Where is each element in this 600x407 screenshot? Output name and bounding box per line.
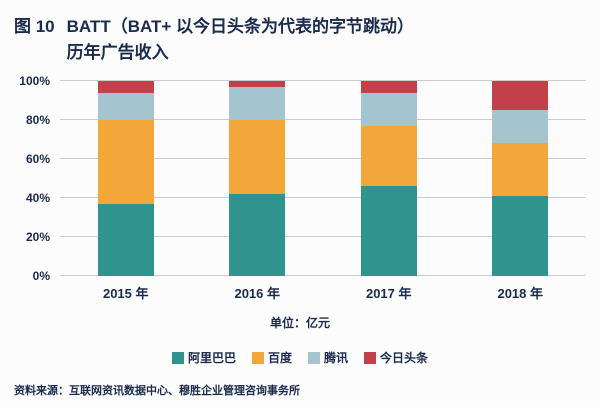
x-tick-label: 2015 年 <box>102 286 149 301</box>
x-axis: 2015 年 2016 年 2017 年 2018 年 <box>60 283 586 302</box>
bar-segment-今日头条 <box>229 81 286 87</box>
unit-label: 单位：亿元 <box>269 316 330 330</box>
bar-segment-百度 <box>229 120 286 195</box>
bar-slot <box>192 81 324 276</box>
bar-segment-今日头条 <box>97 81 154 93</box>
gridline <box>60 197 586 198</box>
legend-item: 今日头条 <box>364 349 428 366</box>
gridline <box>60 236 586 237</box>
x-tick-label: 2018 年 <box>497 286 544 301</box>
chart-area: 0% 20% 40% 60% 80% 100% <box>14 74 586 283</box>
y-tick-label: 20% <box>25 230 50 244</box>
x-tick-label: 2016 年 <box>234 286 281 301</box>
chart-title: 图 10 BATT（BAT+ 以今日头条为代表的字节跳动） 历年广告收入 <box>14 14 586 65</box>
bar-segment-腾讯 <box>229 86 286 121</box>
y-tick-label: 100% <box>19 74 50 88</box>
bar-segment-阿里巴巴 <box>492 196 549 276</box>
x-tick-label: 2017 年 <box>365 286 412 301</box>
bar-segment-阿里巴巴 <box>97 203 154 276</box>
bars-layer <box>60 81 586 276</box>
bar-segment-腾讯 <box>360 92 417 126</box>
y-tick-label: 40% <box>25 191 50 205</box>
gridline <box>60 80 586 81</box>
gridline <box>60 275 586 276</box>
bar-segment-腾讯 <box>97 92 154 121</box>
y-tick-label: 0% <box>32 269 50 283</box>
legend-swatch <box>308 351 320 364</box>
source-note: 资料来源：互联网资讯数据中心、穆胜企业管理咨询事务所 <box>14 385 300 397</box>
figure-number: 图 10 <box>14 17 55 36</box>
legend-label: 腾讯 <box>324 351 349 365</box>
stacked-bar <box>97 81 154 276</box>
legend-item: 阿里巴巴 <box>171 349 236 366</box>
bar-segment-腾讯 <box>492 110 549 144</box>
y-tick-label: 80% <box>25 113 50 127</box>
legend-swatch <box>251 351 264 364</box>
bar-segment-阿里巴巴 <box>229 194 286 276</box>
legend-swatch <box>171 351 184 364</box>
legend-item: 腾讯 <box>308 349 348 366</box>
bar-segment-今日头条 <box>360 81 417 93</box>
legend-swatch <box>364 351 377 364</box>
stacked-bar <box>492 81 549 276</box>
bar-segment-今日头条 <box>492 81 549 111</box>
bar-slot <box>455 81 587 276</box>
legend: 阿里巴巴 百度 腾讯 今日头条 <box>14 349 586 366</box>
stacked-bar <box>229 81 286 276</box>
legend-label: 阿里巴巴 <box>187 351 236 365</box>
title-line-2: 历年广告收入 <box>66 42 169 62</box>
title-text: BATT（BAT+ 以今日头条为代表的字节跳动） 历年广告收入 <box>67 14 414 65</box>
bar-segment-百度 <box>492 143 549 197</box>
bar-segment-百度 <box>360 125 417 187</box>
bar-segment-百度 <box>97 120 154 204</box>
bar-slot <box>60 81 192 276</box>
stacked-bar <box>360 81 417 276</box>
y-tick-label: 60% <box>25 152 50 166</box>
title-line-1: BATT（BAT+ 以今日头条为代表的字节跳动） <box>66 17 415 36</box>
plot-area <box>60 80 586 276</box>
gridline <box>60 158 586 159</box>
bar-slot <box>323 81 455 276</box>
legend-label: 百度 <box>267 351 292 365</box>
y-axis: 0% 20% 40% 60% 80% 100% <box>14 74 60 283</box>
gridline <box>60 119 586 120</box>
bar-segment-阿里巴巴 <box>360 186 417 276</box>
legend-label: 今日头条 <box>380 351 429 365</box>
legend-item: 百度 <box>251 349 292 366</box>
